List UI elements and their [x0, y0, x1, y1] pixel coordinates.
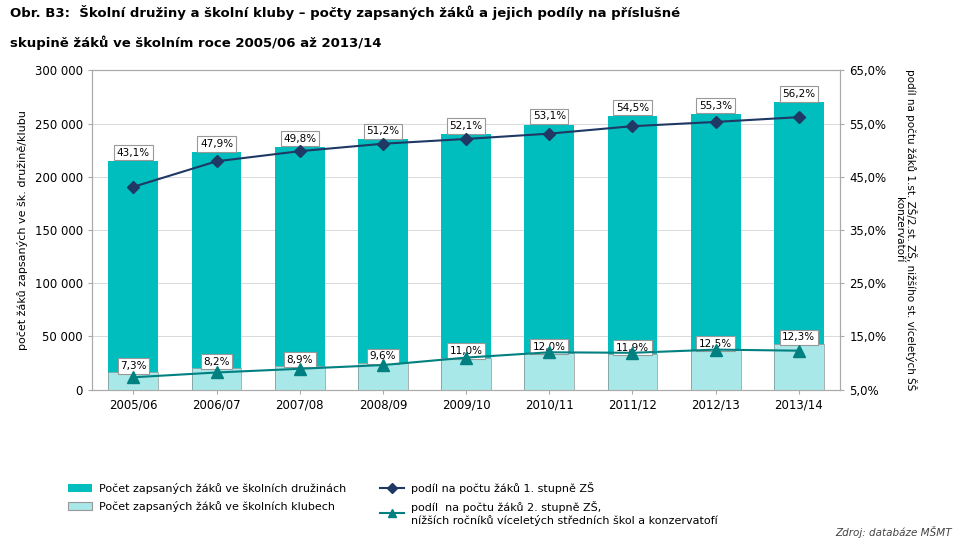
Legend: Počet zapsaných žáků ve školních družinách, Počet zapsaných žáků ve školních klu: Počet zapsaných žáků ve školních družiná…	[64, 478, 722, 530]
Bar	[691, 114, 741, 390]
podíl  na počtu žáků 2. stupně ZŠ,
nížších ročníků víceletých středních škol a konzervatofí	[128, 374, 139, 380]
podíl na počtu žáků 1. stupně ZŠ	[544, 130, 555, 137]
podíl  na počtu žáků 2. stupně ZŠ,
nížších ročníků víceletých středních škol a konzervatofí	[460, 354, 471, 361]
podíl  na počtu žáků 2. stupně ZŠ,
nížších ročníků víceletých středních škol a konzervatofí	[544, 349, 555, 355]
Bar	[108, 373, 158, 390]
Bar	[774, 344, 824, 390]
podíl na počtu žáků 1. stupně ZŠ	[211, 158, 222, 164]
podíl  na počtu žáků 2. stupně ZŠ,
nížších ročníků víceletých středních škol a konzervatofí	[627, 349, 639, 356]
Bar	[274, 147, 325, 390]
podíl  na počtu žáků 2. stupně ZŠ,
nížších ročníků víceletých středních škol a konzervatofí	[211, 370, 222, 376]
Text: 49,8%: 49,8%	[283, 134, 316, 144]
Text: Obr. B3:  Školní družiny a školní kluby – počty zapsaných žáků a jejich podíly n: Obr. B3: Školní družiny a školní kluby –…	[10, 5, 680, 21]
Text: 47,9%: 47,9%	[200, 139, 233, 149]
podíl na počtu žáků 1. stupně ZŠ	[460, 136, 471, 142]
Text: 9,6%: 9,6%	[370, 351, 396, 361]
Bar	[274, 366, 325, 390]
podíl na počtu žáků 1. stupně ZŠ	[377, 141, 388, 147]
podíl na počtu žáků 1. stupně ZŠ	[710, 118, 722, 125]
Line: podíl na počtu žáků 1. stupně ZŠ: podíl na počtu žáků 1. stupně ZŠ	[129, 113, 803, 191]
Bar	[108, 161, 158, 390]
Bar	[441, 358, 491, 390]
Text: 8,2%: 8,2%	[203, 357, 230, 367]
Text: skupině žáků ve školním roce 2005/06 až 2013/14: skupině žáků ve školním roce 2005/06 až …	[10, 35, 382, 50]
podíl  na počtu žáků 2. stupně ZŠ,
nížších ročníků víceletých středních škol a konzervatofí	[710, 346, 722, 353]
podíl  na počtu žáků 2. stupně ZŠ,
nížších ročníků víceletých středních škol a konzervatofí	[294, 366, 305, 372]
Text: 51,2%: 51,2%	[366, 126, 400, 136]
Bar	[608, 354, 658, 390]
podíl na počtu žáků 1. stupně ZŠ	[294, 148, 305, 154]
Text: 52,1%: 52,1%	[449, 121, 483, 131]
Bar	[358, 363, 408, 390]
Text: 43,1%: 43,1%	[117, 148, 150, 157]
Y-axis label: podíl na počtu žáků 1.st. ZŠ/2.st. ZŠ, nižšího st. víceletých ŠŠ
konzervatoří: podíl na počtu žáků 1.st. ZŠ/2.st. ZŠ, n…	[894, 69, 917, 391]
Bar	[191, 152, 242, 390]
Bar	[191, 368, 242, 390]
podíl na počtu žáků 1. stupně ZŠ	[128, 183, 139, 190]
Bar	[525, 353, 574, 390]
Bar	[691, 350, 741, 390]
Bar	[441, 134, 491, 390]
Bar	[525, 124, 574, 390]
Bar	[774, 102, 824, 390]
Text: 56,2%: 56,2%	[782, 89, 815, 99]
Text: 55,3%: 55,3%	[699, 101, 732, 111]
Text: Zdroj: databáze MŠMT: Zdroj: databáze MŠMT	[835, 526, 952, 538]
Text: 12,0%: 12,0%	[533, 342, 566, 352]
Text: 8,9%: 8,9%	[287, 354, 313, 365]
podíl na počtu žáků 1. stupně ZŠ	[627, 123, 639, 129]
Text: 53,1%: 53,1%	[532, 111, 566, 121]
Text: 11,0%: 11,0%	[449, 346, 483, 356]
Y-axis label: počet žáků zapsaných ve šk. družině/klubu: počet žáků zapsaných ve šk. družině/klub…	[16, 110, 28, 350]
Text: 12,3%: 12,3%	[782, 332, 815, 342]
Bar	[358, 140, 408, 390]
Line: podíl  na počtu žáků 2. stupně ZŠ,
nížších ročníků víceletých středních škol a konzervatofí: podíl na počtu žáků 2. stupně ZŠ, nížšíc…	[128, 344, 805, 383]
Bar	[608, 116, 658, 390]
Text: 12,5%: 12,5%	[699, 339, 732, 348]
podíl na počtu žáků 1. stupně ZŠ	[793, 114, 805, 121]
Text: 7,3%: 7,3%	[120, 361, 147, 371]
podíl  na počtu žáků 2. stupně ZŠ,
nížších ročníků víceletých středních škol a konzervatofí	[377, 362, 388, 368]
Text: 11,9%: 11,9%	[616, 343, 649, 353]
podíl  na počtu žáků 2. stupně ZŠ,
nížších ročníků víceletých středních škol a konzervatofí	[793, 347, 805, 354]
Text: 54,5%: 54,5%	[616, 103, 649, 113]
